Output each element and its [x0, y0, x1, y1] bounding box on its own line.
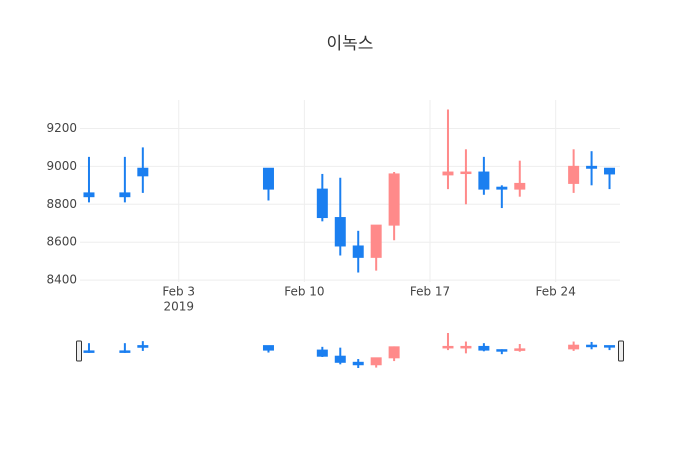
slider-candle-body: [388, 346, 400, 359]
x-tick-label: Feb 3: [162, 285, 195, 299]
slider-candle-body: [370, 357, 382, 366]
y-tick-label: 8400: [46, 273, 77, 287]
slider-candle-body: [442, 345, 454, 349]
slider-candle-body: [568, 344, 580, 350]
slider-candle-body: [496, 349, 508, 352]
candle-body: [352, 245, 364, 258]
candle-body: [370, 224, 382, 258]
range-handle[interactable]: [618, 340, 624, 362]
slider-candle-body: [514, 348, 526, 351]
candle-body: [83, 192, 95, 198]
slider-candle-body: [586, 344, 598, 348]
range-handle[interactable]: [76, 340, 82, 362]
candle-body: [262, 167, 274, 190]
candle-body: [316, 188, 328, 219]
candle-body: [478, 171, 490, 190]
candle-body: [334, 217, 346, 247]
slider-candle-body: [352, 361, 364, 366]
candle-body: [460, 171, 472, 175]
candle-body: [442, 171, 454, 176]
slider-candle-body: [119, 350, 131, 353]
slider-candle-body: [334, 355, 346, 363]
slider-candle-body: [460, 345, 472, 349]
x-tick-label: Feb 17: [410, 285, 450, 299]
candle-body: [586, 165, 598, 169]
candle-body: [568, 165, 580, 184]
candle-body: [496, 186, 508, 190]
slider-candle-body: [316, 349, 328, 357]
slider-candle-body: [262, 345, 274, 351]
x-tick-year: 2019: [163, 300, 194, 314]
slider-candle-body: [83, 350, 95, 353]
x-tick-label: Feb 10: [284, 285, 324, 299]
candle-body: [137, 167, 149, 177]
slider-candle-body: [478, 345, 490, 351]
x-tick-label: Feb 24: [536, 285, 576, 299]
slider-candle-body: [137, 345, 149, 348]
y-tick-label: 9200: [46, 121, 77, 135]
chart-title: 이녹스: [327, 34, 374, 54]
y-tick-label: 8800: [46, 197, 77, 211]
candle-body: [388, 173, 400, 226]
candle-body: [119, 192, 131, 198]
slider-candle-body: [604, 345, 616, 348]
y-tick-label: 8600: [46, 235, 77, 249]
candle-body: [514, 182, 526, 190]
y-tick-label: 9000: [46, 159, 77, 173]
candle-body: [604, 167, 616, 175]
